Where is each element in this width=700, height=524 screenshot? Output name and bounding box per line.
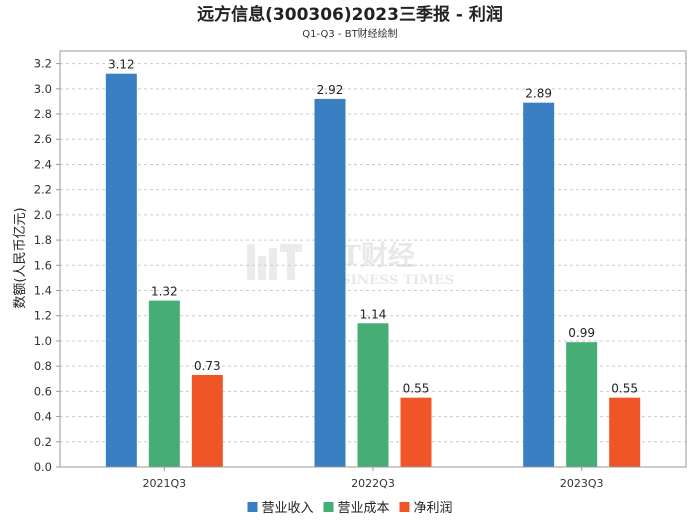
data-label: 3.12 [108, 58, 135, 72]
data-label: 2.92 [317, 83, 344, 97]
data-label: 2.89 [525, 87, 552, 101]
bar [358, 323, 389, 467]
y-tick-label: 0.2 [34, 435, 52, 449]
y-tick-label: 1.4 [34, 284, 52, 298]
y-tick-label: 2.6 [34, 132, 52, 146]
chart-title: 远方信息(300306)2023三季报 - 利润 [197, 4, 503, 25]
legend-swatch [400, 502, 410, 512]
legend-swatch [248, 502, 258, 512]
data-label: 1.14 [360, 307, 387, 321]
y-tick-label: 1.2 [34, 309, 52, 323]
legend-label: 营业成本 [338, 501, 390, 516]
y-axis-label: 数额(人民币亿元) [13, 207, 28, 308]
bar [609, 398, 640, 467]
x-category-label: 2023Q3 [560, 477, 604, 490]
y-tick-label: 0.6 [34, 384, 52, 398]
y-axis-ticks: 0.0 0.2 0.4 0.6 0.8 1.0 1.2 1.4 1.6 1.8 2.0 2.2 2.4 2… [34, 57, 60, 474]
y-tick-label: 0.4 [34, 410, 52, 424]
bar [192, 375, 223, 467]
legend-label: 营业收入 [262, 501, 314, 516]
y-tick-label: 1.6 [34, 258, 52, 272]
data-label: 0.55 [403, 382, 430, 396]
y-tick-label: 0.8 [34, 359, 52, 373]
data-label: 0.99 [568, 326, 595, 340]
bar [566, 342, 597, 467]
y-tick-label: 2.2 [34, 183, 52, 197]
y-tick-label: 1.0 [34, 334, 52, 348]
bar [315, 99, 346, 467]
y-tick-label: 0.0 [34, 460, 52, 474]
x-category-label: 2022Q3 [351, 477, 395, 490]
legend-label: 净利润 [414, 501, 453, 516]
y-tick-label: 1.8 [34, 233, 52, 247]
chart-subtitle: Q1-Q3 - BT财经绘制 [302, 27, 397, 40]
bar [401, 398, 432, 467]
data-label: 0.55 [611, 382, 638, 396]
data-label: 0.73 [194, 359, 221, 373]
y-tick-label: 2.0 [34, 208, 52, 222]
bar [149, 301, 180, 467]
y-tick-label: 2.8 [34, 107, 52, 121]
y-tick-label: 2.4 [34, 157, 52, 171]
bt-watermark-logo-icon [247, 244, 302, 280]
bar [106, 74, 137, 467]
data-label: 1.32 [151, 285, 178, 299]
x-category-label: 2021Q3 [143, 477, 187, 490]
legend-swatch [324, 502, 334, 512]
y-tick-label: 3.0 [34, 82, 52, 96]
y-tick-label: 3.2 [34, 57, 52, 71]
x-axis-categories: 2021Q3 2022Q3 2023Q3 [143, 467, 604, 490]
bar [523, 103, 554, 467]
legend: 营业收入 营业成本 净利润 [248, 501, 453, 516]
bt-watermark: BT财经 BUSINESS TIMES [247, 240, 454, 288]
